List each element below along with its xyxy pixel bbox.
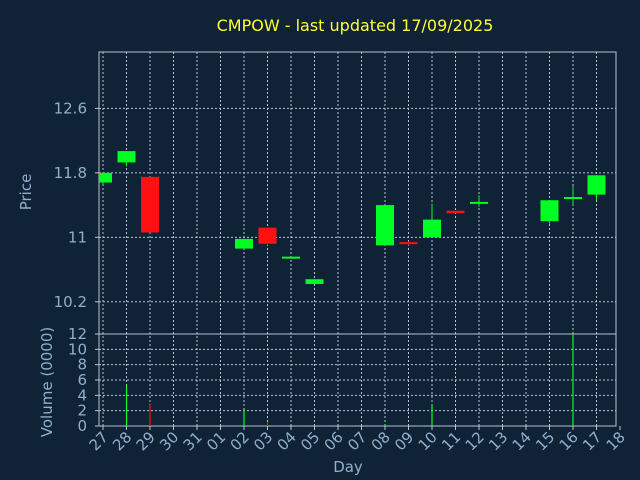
candle-body-16 <box>564 197 582 200</box>
x-tick-label: 01 <box>203 428 229 454</box>
x-tick-label: 02 <box>227 428 253 454</box>
price-tick-label: 11.8 <box>54 164 87 182</box>
candle-body-28 <box>117 151 136 163</box>
candle-body-02 <box>235 238 253 249</box>
x-tick-label: 05 <box>297 428 323 454</box>
price-panel: 10.2 11 11.8 12.6 <box>54 51 617 426</box>
candle-body-15 <box>540 200 559 222</box>
x-tick-label: 03 <box>250 428 276 454</box>
x-tick-label: 10 <box>415 428 441 454</box>
price-axis-label: Price <box>17 174 35 211</box>
volume-tick-label: 12 <box>68 325 87 343</box>
candle-body-12 <box>470 201 488 204</box>
price-tick-label: 10.2 <box>54 293 87 311</box>
x-tick-label: 14 <box>509 428 535 454</box>
candle-body-29 <box>141 176 159 233</box>
volume-tick-label: 0 <box>77 417 87 435</box>
candle-body-17 <box>587 175 606 195</box>
x-tick-label: 16 <box>556 428 582 454</box>
x-tick-label: 17 <box>579 428 605 454</box>
volume-tick-label: 8 <box>77 356 87 374</box>
volume-axis-label: Volume (0000) <box>38 327 56 437</box>
candle-body-05 <box>305 279 324 285</box>
price-plot-frame <box>98 51 617 335</box>
x-tick-label: 28 <box>109 428 135 454</box>
candle-body-04 <box>282 256 300 259</box>
x-tick-label: 30 <box>156 428 182 454</box>
volume-tick-label: 4 <box>77 386 87 404</box>
volume-tick-label: 6 <box>77 371 87 389</box>
x-tick-label: 18 <box>603 428 629 454</box>
x-tick-label: 29 <box>133 428 159 454</box>
x-tick-label: 27 <box>86 428 112 454</box>
x-tick-label: 11 <box>438 428 464 454</box>
candle-body-03 <box>258 227 277 244</box>
x-tick-label: 08 <box>368 428 394 454</box>
volume-tick-label: 2 <box>77 402 87 420</box>
chart-title: CMPOW - last updated 17/09/2025 <box>217 16 494 35</box>
day-axis-label: Day <box>333 458 363 476</box>
x-tick-labels: 2728293031010203040506070809101112131415… <box>86 426 629 454</box>
x-tick-label: 09 <box>391 428 417 454</box>
x-tick-label: 12 <box>462 428 488 454</box>
candle-body-11 <box>446 210 465 214</box>
price-tick-label: 11 <box>68 228 87 246</box>
candle-body-09 <box>399 242 418 245</box>
x-tick-label: 13 <box>485 428 511 454</box>
volume-tick-label: 10 <box>68 340 87 358</box>
candle-body-27 <box>99 172 112 183</box>
price-tick-label: 12.6 <box>54 99 87 117</box>
x-tick-label: 31 <box>180 428 206 454</box>
x-tick-label: 07 <box>344 428 370 454</box>
candle-body-08 <box>376 205 394 246</box>
candle-body-10 <box>423 219 441 238</box>
x-tick-label: 15 <box>532 428 558 454</box>
x-tick-label: 06 <box>321 428 347 454</box>
x-tick-label: 04 <box>274 428 300 454</box>
